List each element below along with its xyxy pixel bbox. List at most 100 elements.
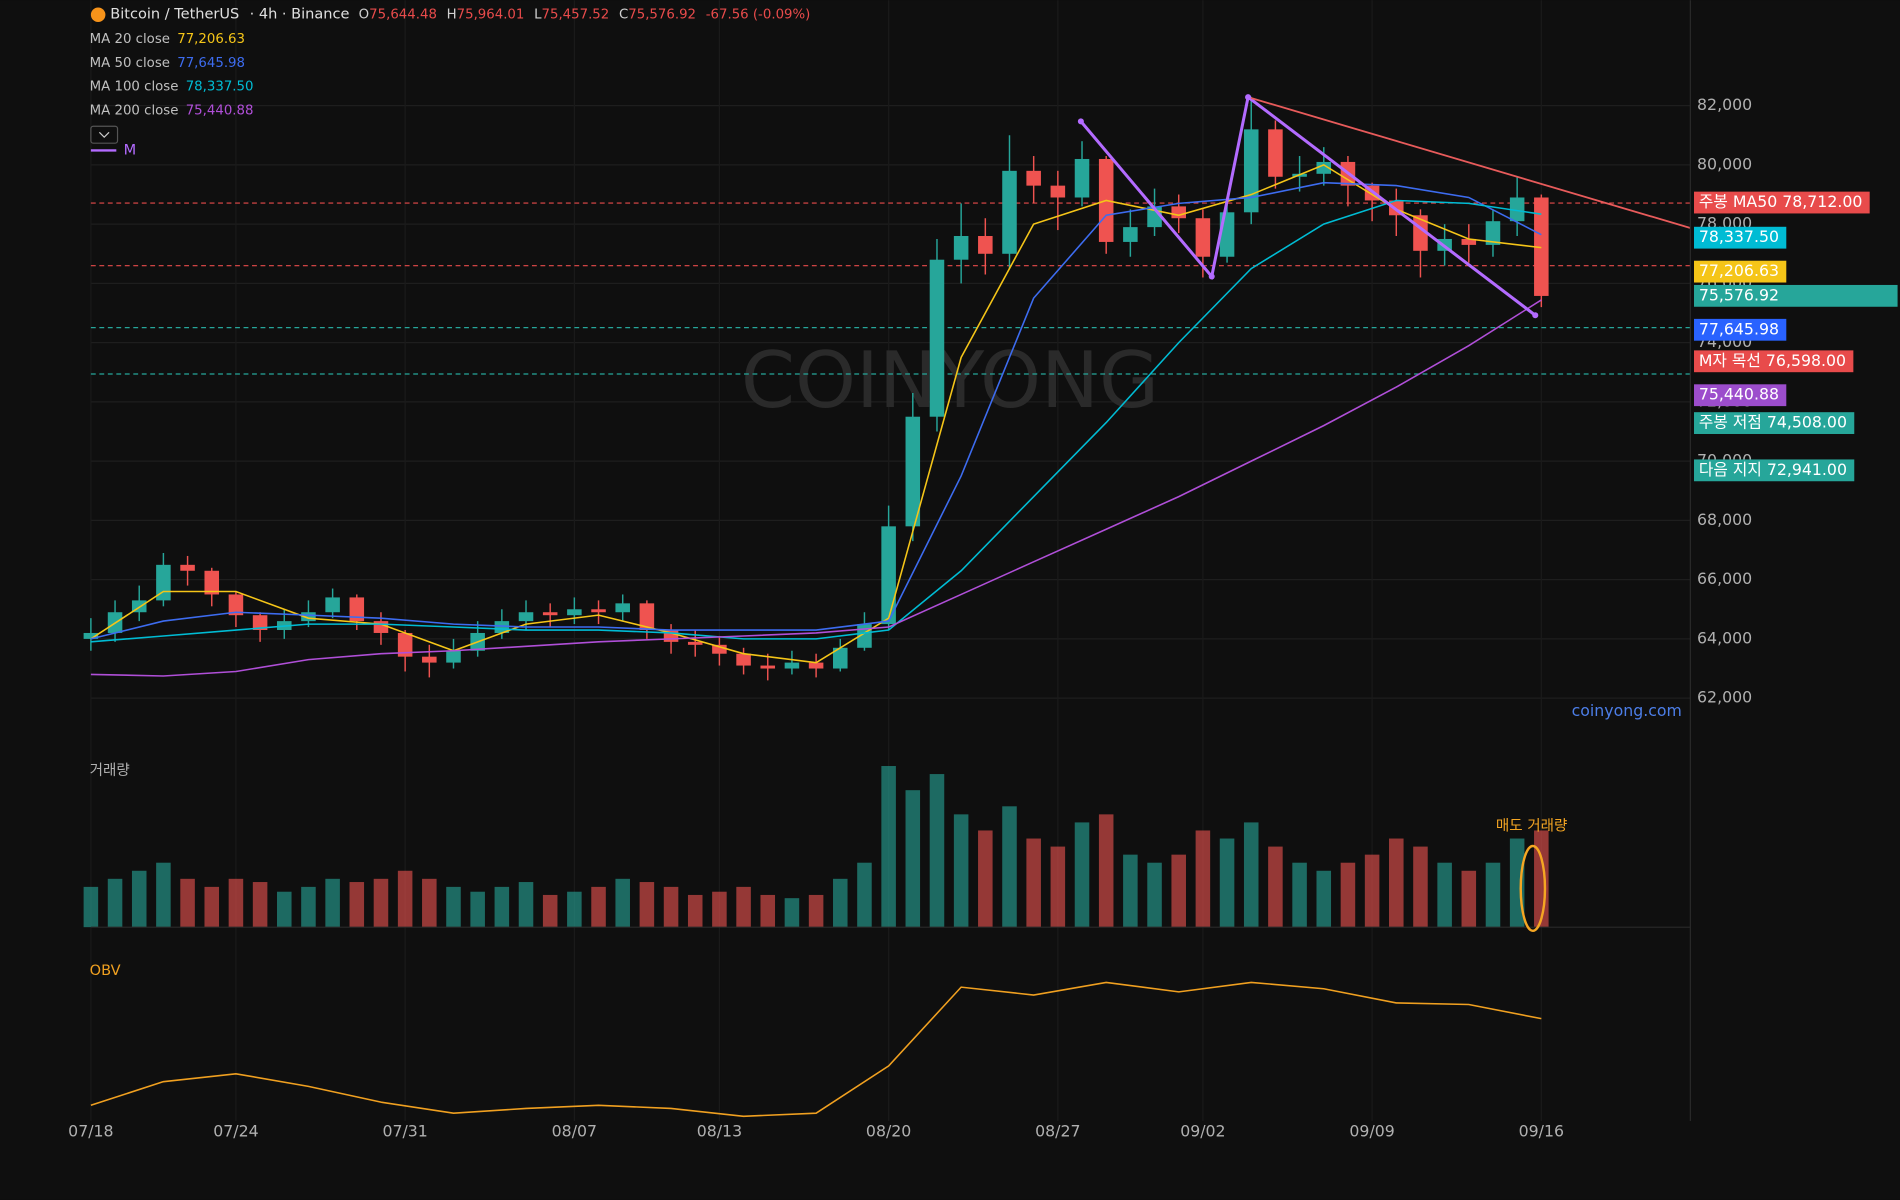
- volume-bar: [1485, 862, 1501, 928]
- volume-bar: [978, 830, 993, 928]
- volume-bar: [1074, 822, 1090, 928]
- ohlc-item: H75,964.01: [447, 8, 525, 23]
- price-badge: 75,576.92: [1694, 284, 1898, 307]
- pattern-point: [1245, 94, 1252, 101]
- price-badge: 주봉 저점 74,508.00: [1694, 412, 1855, 434]
- collapse-button[interactable]: [90, 125, 119, 144]
- y-tick-label: 82,000: [1697, 95, 1752, 114]
- candle-body: [422, 656, 437, 663]
- candle-body: [228, 594, 244, 616]
- price-badge-bg: [1694, 191, 1870, 214]
- ma-line: [90, 299, 1542, 677]
- ohlc-item: C75,576.92: [619, 8, 696, 23]
- volume-bar: [712, 891, 727, 928]
- change: -67.56 (-0.09%): [706, 8, 811, 23]
- volume-annotation: 매도 거래량: [1496, 818, 1567, 835]
- volume-bar: [228, 878, 244, 928]
- ohlc-item: O75,644.48: [359, 8, 437, 23]
- watermark: COINYONG: [741, 336, 1159, 426]
- candle-body: [1534, 197, 1549, 296]
- candle-body: [615, 603, 630, 613]
- price-badge: 주봉 MA50 78,712.00: [1694, 191, 1870, 214]
- ohlc-key: O: [359, 8, 369, 23]
- volume-bar: [349, 882, 365, 928]
- price-badge-bg: [1694, 350, 1854, 373]
- price-badge-label: 주봉 저점 74,508.00: [1699, 413, 1847, 432]
- volume-bar: [857, 862, 872, 928]
- candle-body: [567, 609, 582, 616]
- candle-body: [760, 665, 776, 669]
- price-badge-bg: [1694, 318, 1787, 341]
- candle-body: [1002, 170, 1017, 254]
- candle-body: [204, 570, 220, 595]
- candle-body: [712, 644, 727, 654]
- pattern-point: [1208, 273, 1215, 280]
- volume-highlight: [1519, 844, 1547, 933]
- ohlc-value: 75,964.01: [457, 8, 525, 23]
- candle-body: [1195, 218, 1211, 257]
- legend-value: 78,337.50: [186, 80, 254, 95]
- ma-line: [90, 163, 1542, 664]
- candle-body: [518, 612, 534, 622]
- volume-bar: [542, 894, 558, 928]
- price-badge: M자 목선 76,598.00: [1694, 350, 1854, 373]
- ohlc-value: 75,457.52: [542, 8, 610, 23]
- volume-bar: [1340, 862, 1356, 928]
- volume-bar: [1534, 830, 1549, 928]
- candle-body: [180, 564, 195, 571]
- volume-bar: [277, 891, 292, 928]
- price-badge: 78,337.50: [1694, 226, 1787, 249]
- x-tick-label: 08/27: [1035, 1121, 1080, 1140]
- price-badge-label: 75,440.88: [1699, 385, 1779, 404]
- volume-bar: [1316, 870, 1332, 928]
- y-tick-label: 66,000: [1697, 569, 1752, 588]
- candle-body: [373, 621, 389, 633]
- volume-bar: [591, 886, 606, 928]
- price-badge: 75,440.88: [1694, 384, 1787, 407]
- price-badge: 77,645.98: [1694, 318, 1787, 341]
- legend-name: MA 50 close: [90, 56, 170, 71]
- volume-bar: [905, 790, 921, 928]
- pattern-line: [1247, 95, 1537, 317]
- coin-icon: [90, 7, 106, 23]
- candle-body: [881, 526, 896, 625]
- y-tick-label: 80,000: [1697, 154, 1752, 173]
- candle-body: [1485, 221, 1501, 245]
- trend-line: [1247, 96, 1691, 229]
- price-badge-bg: [1694, 384, 1787, 407]
- volume-bar: [1147, 862, 1162, 928]
- candle-body: [1243, 129, 1259, 213]
- volume-bar: [760, 894, 776, 928]
- candle-body: [325, 597, 340, 613]
- candle-body: [349, 597, 365, 622]
- symbol: Bitcoin / TetherUS: [110, 7, 239, 23]
- ohlc: O75,644.48 H75,964.01 L75,457.52 C75,576.92…: [359, 8, 811, 23]
- volume-bar: [131, 870, 147, 928]
- legend-value: 77,645.98: [177, 56, 245, 71]
- volume-bar: [1292, 862, 1307, 928]
- volume-bar: [687, 894, 703, 928]
- x-tick-label: 08/13: [697, 1121, 742, 1140]
- volume-bar: [446, 886, 461, 928]
- volume-bar: [156, 862, 171, 928]
- ohlc-item: L75,457.52: [534, 8, 609, 23]
- volume-bar: [373, 878, 389, 928]
- indicator-name: M: [124, 142, 137, 158]
- candle-body: [808, 662, 824, 669]
- candle-body: [1171, 206, 1186, 219]
- x-tick-label: 09/02: [1180, 1121, 1225, 1140]
- candle-body: [542, 612, 558, 616]
- candle-body: [784, 662, 800, 669]
- volume-bar: [808, 894, 824, 928]
- candle-body: [978, 236, 993, 254]
- legend: MA 20 close 77,206.63 MA 50 close 77,645.98…: [90, 32, 254, 119]
- ma-line: [90, 199, 1542, 643]
- price-badge-label: 77,645.98: [1699, 319, 1779, 338]
- volume-bar: [663, 886, 679, 928]
- price-badge-label: 다음 지지 72,941.00: [1699, 460, 1847, 479]
- candle-body: [687, 641, 703, 645]
- candle-body: [131, 600, 147, 613]
- y-tick-label: 62,000: [1697, 688, 1752, 707]
- volume-bar: [83, 886, 99, 928]
